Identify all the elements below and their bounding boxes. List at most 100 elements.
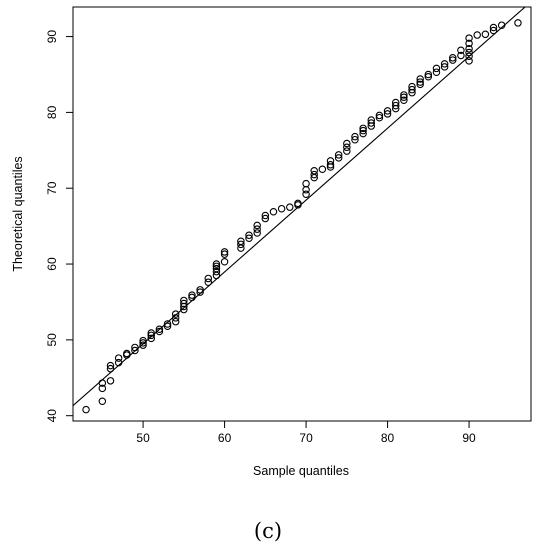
x-tick-label: 70	[299, 431, 313, 445]
data-point	[204, 274, 213, 283]
points-layer	[82, 19, 522, 414]
data-point	[147, 329, 155, 337]
data-point	[351, 132, 359, 141]
data-point	[343, 139, 351, 148]
data-point	[204, 278, 213, 286]
data-point	[163, 320, 172, 328]
reference-line	[73, 7, 526, 407]
data-point	[449, 56, 457, 64]
data-point	[188, 291, 196, 299]
data-point	[139, 339, 147, 347]
data-point	[163, 322, 172, 330]
data-point	[212, 264, 221, 273]
data-point	[131, 346, 139, 355]
panel-label: (c)	[254, 519, 282, 543]
data-point	[277, 204, 286, 213]
data-point	[302, 190, 310, 199]
data-point	[180, 299, 188, 308]
data-point	[261, 214, 270, 223]
data-point	[196, 288, 204, 296]
y-tick-label: 90	[45, 30, 59, 44]
data-point	[188, 293, 196, 302]
data-point	[326, 160, 335, 169]
data-point	[465, 57, 473, 65]
data-point	[220, 250, 229, 258]
data-point	[359, 129, 367, 138]
y-axis-label: Theoretical quantiles	[11, 156, 25, 271]
data-point	[367, 116, 376, 124]
data-point	[269, 207, 278, 216]
data-point	[408, 82, 416, 91]
data-point	[180, 296, 188, 305]
data-point	[351, 135, 359, 144]
data-point	[171, 310, 180, 318]
data-point	[171, 317, 180, 326]
data-point	[286, 203, 294, 211]
data-point	[343, 147, 351, 155]
data-point	[416, 78, 424, 86]
x-tick-label: 50	[136, 431, 150, 445]
data-point	[318, 165, 327, 174]
data-point	[334, 151, 343, 159]
data-point	[457, 46, 465, 54]
data-point	[334, 154, 343, 162]
data-point	[302, 185, 310, 194]
data-point	[294, 199, 302, 208]
data-point	[432, 64, 441, 73]
data-point	[171, 314, 180, 322]
data-point	[123, 349, 131, 358]
data-point	[359, 126, 367, 135]
data-point	[375, 111, 384, 120]
data-point	[465, 39, 473, 48]
x-axis-label: Sample quantiles	[253, 464, 349, 478]
data-point	[424, 73, 433, 81]
data-point	[432, 68, 441, 76]
data-point	[416, 75, 424, 83]
data-point	[424, 70, 433, 79]
data-point	[147, 334, 155, 343]
data-point	[343, 143, 351, 152]
data-point	[261, 211, 270, 220]
data-point	[408, 85, 416, 94]
data-point	[212, 267, 221, 276]
y-tick-label: 50	[45, 333, 59, 347]
data-point	[310, 170, 318, 179]
data-point	[253, 221, 261, 230]
data-point	[106, 364, 115, 373]
data-point	[253, 229, 261, 237]
data-point	[391, 98, 400, 107]
data-point	[98, 384, 107, 393]
x-tick-label: 60	[218, 431, 232, 445]
data-point	[489, 23, 498, 32]
data-point	[481, 30, 490, 39]
data-point	[359, 124, 367, 133]
data-point	[457, 51, 465, 60]
data-point	[139, 336, 147, 345]
data-point	[98, 397, 107, 406]
data-point	[465, 34, 473, 42]
data-point	[114, 358, 123, 367]
y-tick-label: 70	[45, 181, 59, 195]
y-axis: 40 50 60 70 80 90	[45, 30, 74, 422]
data-point	[237, 237, 245, 246]
data-point	[310, 167, 318, 175]
data-point	[82, 405, 90, 414]
data-point	[465, 44, 473, 53]
data-point	[98, 379, 107, 387]
plot-frame	[72, 6, 532, 422]
data-point	[440, 60, 449, 68]
data-point	[383, 110, 392, 118]
data-point	[196, 286, 204, 294]
x-axis: 50 60 70 80 90	[136, 420, 476, 445]
data-point	[465, 52, 473, 61]
data-point	[391, 101, 400, 110]
data-point	[465, 48, 473, 57]
data-point	[106, 377, 115, 385]
data-point	[449, 54, 457, 62]
data-point	[147, 331, 155, 340]
data-point	[155, 327, 164, 336]
data-point	[367, 119, 376, 127]
data-point	[400, 91, 408, 99]
data-point	[212, 262, 221, 271]
